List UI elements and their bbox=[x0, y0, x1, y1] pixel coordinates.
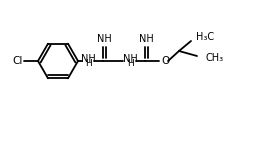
Text: CH₃: CH₃ bbox=[205, 53, 223, 63]
Text: NH: NH bbox=[97, 34, 111, 44]
Text: NH: NH bbox=[81, 54, 95, 64]
Text: NH: NH bbox=[139, 34, 153, 44]
Text: Cl: Cl bbox=[13, 56, 23, 66]
Text: NH: NH bbox=[123, 54, 138, 64]
Text: H: H bbox=[127, 59, 134, 69]
Text: H: H bbox=[85, 59, 91, 69]
Text: H₃C: H₃C bbox=[196, 32, 214, 42]
Text: O: O bbox=[161, 56, 169, 66]
